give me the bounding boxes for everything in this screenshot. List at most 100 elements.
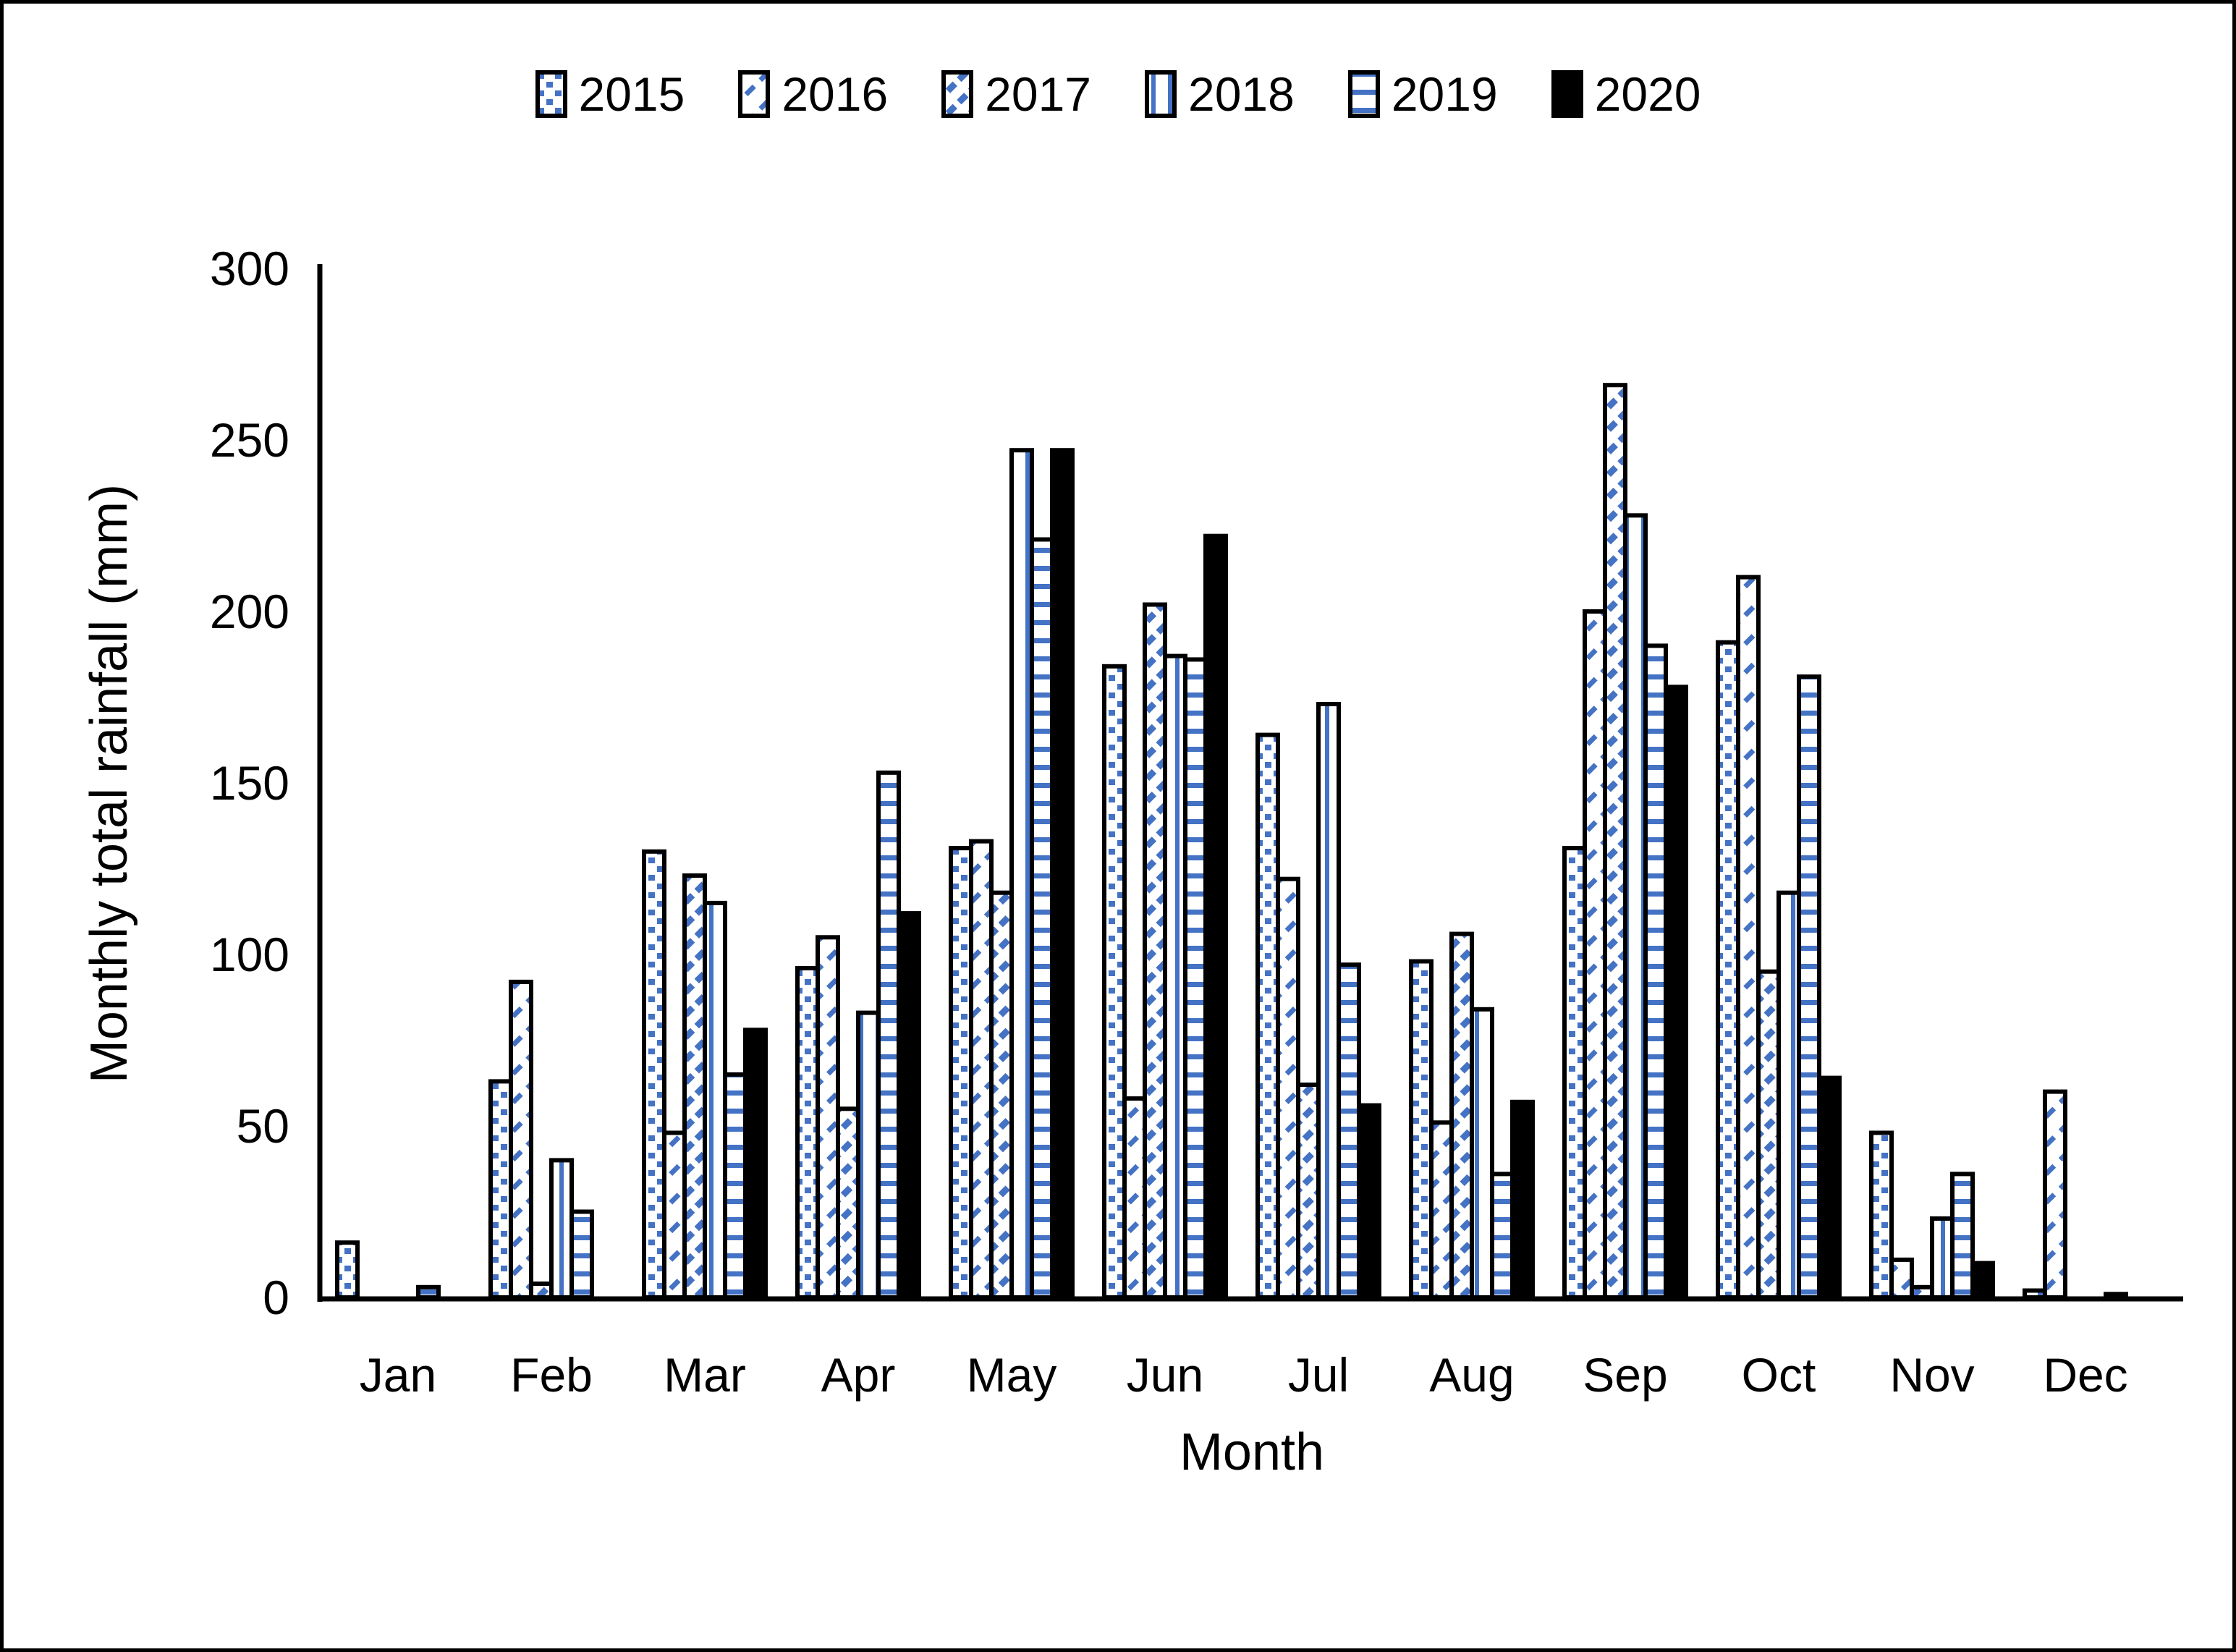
x-tick-label: Dec: [2043, 1348, 2127, 1402]
bar-Aug-2016: [1429, 1120, 1454, 1300]
legend-label: 2015: [578, 67, 685, 121]
bar-Apr-2018: [856, 1010, 881, 1300]
y-tick-label: 150: [210, 756, 289, 810]
x-tick-label: Sep: [1583, 1348, 1667, 1402]
bar-May-2017: [989, 890, 1014, 1300]
x-tick-label: Aug: [1429, 1348, 1514, 1402]
bar-May-2016: [969, 839, 994, 1300]
bar-Oct-2018: [1776, 890, 1801, 1300]
legend-label: 2018: [1188, 67, 1295, 121]
y-tick-label: 250: [210, 413, 289, 467]
bar-Feb-2018: [549, 1158, 574, 1300]
x-tick-label: Mar: [664, 1348, 746, 1402]
bar-Mar-2015: [642, 849, 666, 1300]
bar-Apr-2016: [816, 935, 840, 1300]
bar-May-2015: [949, 846, 973, 1300]
bar-Mar-2018: [703, 900, 727, 1300]
legend-item-2018: 2018: [1145, 70, 1295, 118]
bar-Aug-2018: [1470, 1007, 1494, 1300]
legend-label: 2020: [1594, 67, 1701, 121]
bar-Jun-2016: [1122, 1096, 1147, 1300]
bar-Apr-2015: [795, 966, 820, 1300]
bar-Jul-2016: [1276, 876, 1300, 1300]
bar-Jul-2015: [1255, 732, 1280, 1300]
x-tick-label: Feb: [510, 1348, 593, 1402]
bar-May-2019: [1030, 537, 1054, 1300]
x-tick-label: Jun: [1127, 1348, 1203, 1402]
x-axis-title: Month: [1180, 1423, 1324, 1481]
x-tick-label: May: [967, 1348, 1057, 1402]
bar-Sep-2016: [1583, 609, 1607, 1300]
legend-swatch-diag-dash-icon: [738, 70, 771, 118]
legend-item-2015: 2015: [535, 70, 685, 118]
y-tick-label: 0: [263, 1271, 289, 1324]
bar-Oct-2017: [1756, 969, 1781, 1300]
bar-Aug-2015: [1409, 959, 1434, 1300]
bar-Jun-2019: [1183, 657, 1208, 1300]
bar-Feb-2015: [488, 1079, 513, 1300]
bar-Apr-2020: [897, 911, 921, 1300]
y-tick-label: 50: [237, 1099, 289, 1153]
tick-labels-group: 0 50 100 150 200 250 300 Jan Feb Mar Apr May Jun Jul A…: [210, 242, 2128, 1402]
rainfall-bar-chart: 0 50 100 150 200 250 300 Jan Feb Mar Apr May Jun Jul A…: [80, 242, 2183, 1481]
legend-label: 2017: [985, 67, 1091, 121]
bar-Aug-2017: [1449, 931, 1474, 1300]
bar-Jan-2015: [335, 1240, 360, 1300]
bar-Feb-2017: [529, 1282, 554, 1300]
bar-Mar-2017: [682, 873, 707, 1300]
legend-swatch-solid-icon: [1551, 70, 1583, 118]
legend-label: 2019: [1391, 67, 1498, 121]
bar-Jul-2020: [1357, 1103, 1381, 1300]
bar-Oct-2019: [1797, 674, 1821, 1300]
bar-Sep-2017: [1603, 383, 1627, 1300]
bar-Jun-2020: [1203, 533, 1228, 1300]
legend-swatch-diag-bold-icon: [941, 70, 974, 118]
bar-Nov-2016: [1889, 1257, 1914, 1300]
legend-item-2017: 2017: [941, 70, 1091, 118]
legend-item-2016: 2016: [738, 70, 888, 118]
bar-Nov-2015: [1869, 1130, 1894, 1300]
bar-May-2018: [1009, 448, 1034, 1300]
x-tick-label: Apr: [821, 1348, 896, 1402]
bar-series-group: [335, 383, 2128, 1300]
x-tick-label: Jul: [1288, 1348, 1349, 1402]
bar-Feb-2016: [509, 979, 533, 1300]
bar-Jul-2018: [1316, 702, 1341, 1300]
bar-Jun-2017: [1143, 602, 1167, 1300]
bar-Apr-2019: [876, 770, 901, 1300]
legend-item-2020: 2020: [1551, 70, 1701, 118]
bar-Jun-2018: [1163, 653, 1187, 1300]
x-tick-label: Nov: [1889, 1348, 1974, 1402]
bar-Sep-2018: [1623, 513, 1648, 1300]
legend-label: 2016: [782, 67, 889, 121]
y-axis-title: Monthly total rainfall (mm): [80, 484, 138, 1083]
bar-Oct-2015: [1716, 640, 1740, 1300]
bar-Nov-2018: [1930, 1216, 1955, 1300]
legend-swatch-horiz-lines-icon: [1347, 70, 1380, 118]
bar-Sep-2019: [1643, 643, 1668, 1300]
bar-Feb-2019: [569, 1209, 594, 1300]
bar-Nov-2019: [1950, 1172, 1975, 1300]
axes-group: [317, 264, 2183, 1302]
bar-Oct-2020: [1817, 1075, 1842, 1300]
bar-Mar-2016: [662, 1130, 687, 1300]
legend-swatch-vert-lines-icon: [1145, 70, 1177, 118]
bar-Mar-2019: [723, 1072, 748, 1300]
legend-swatch-dots-icon: [535, 70, 567, 118]
bar-Aug-2020: [1510, 1099, 1535, 1300]
bar-Sep-2015: [1562, 846, 1587, 1300]
y-tick-label: 200: [210, 585, 289, 638]
bar-Jul-2019: [1337, 962, 1361, 1300]
bar-May-2020: [1050, 448, 1075, 1300]
bar-Mar-2020: [743, 1028, 768, 1300]
bar-Nov-2017: [1910, 1284, 1934, 1300]
chart-legend: 2015 2016 2017 2018 2019 2020: [4, 70, 2232, 118]
bar-Nov-2020: [1970, 1261, 1995, 1300]
y-tick-label: 100: [210, 928, 289, 981]
bar-Jun-2015: [1102, 664, 1127, 1300]
legend-item-2019: 2019: [1347, 67, 1498, 121]
bar-Aug-2019: [1490, 1172, 1515, 1300]
bar-Oct-2016: [1736, 575, 1761, 1300]
bar-Jan-2019: [416, 1284, 441, 1300]
